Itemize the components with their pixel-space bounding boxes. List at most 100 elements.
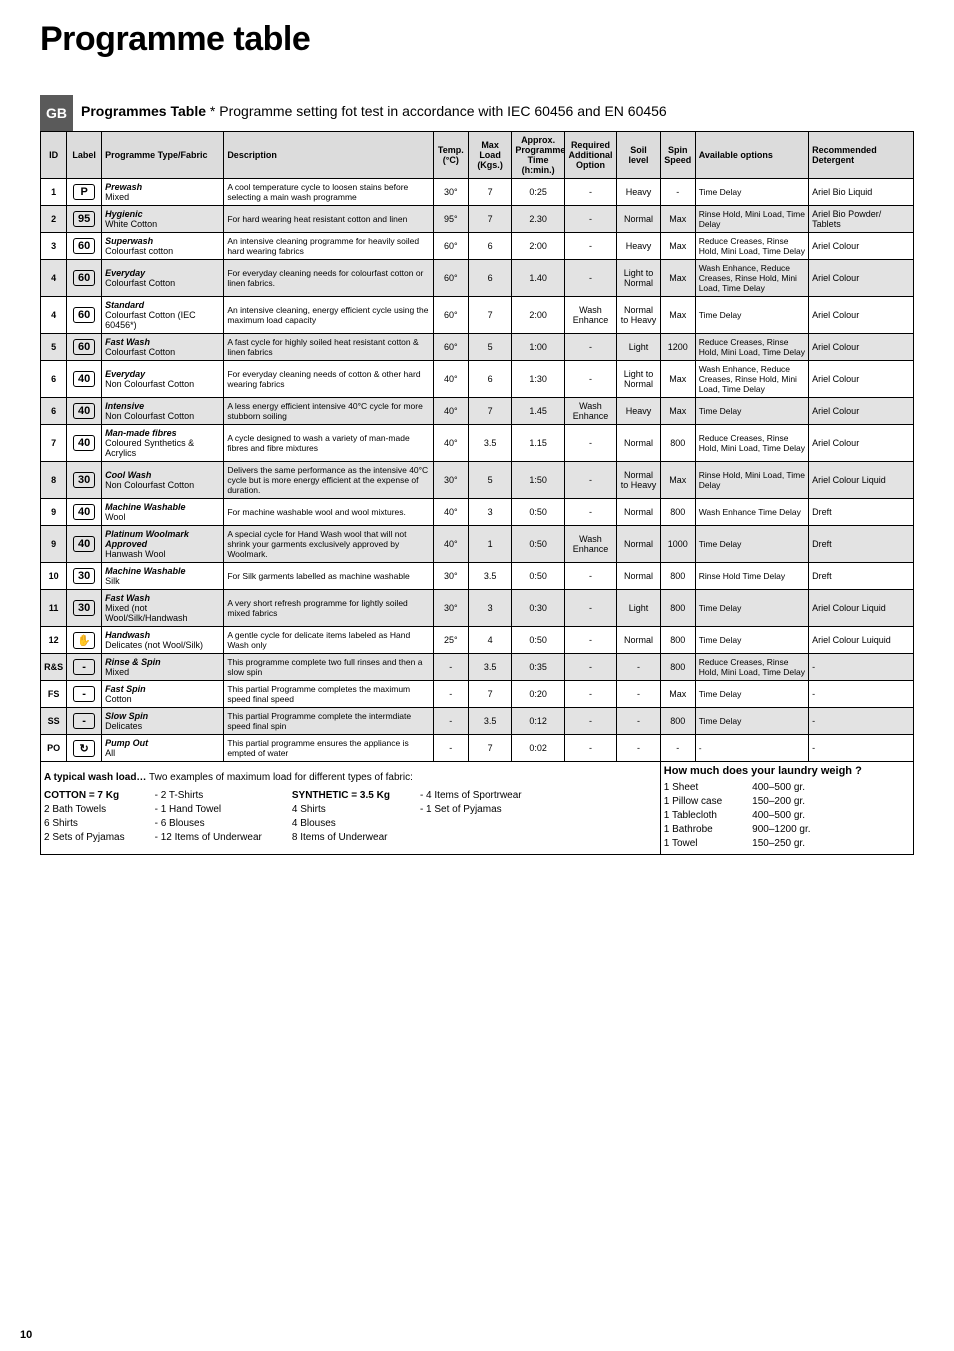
col-type: Programme Type/Fabric xyxy=(102,132,224,179)
cell-label: - xyxy=(67,708,102,735)
cell-type: HygienicWhite Cotton xyxy=(102,206,224,233)
footer-line: 1 Tablecloth xyxy=(664,809,722,823)
table-row: 12✋HandwashDelicates (not Wool/Silk)A ge… xyxy=(41,627,914,654)
footer-lead-rest: Two examples of maximum load for differe… xyxy=(146,772,412,783)
footer-row: A typical wash load… Two examples of max… xyxy=(41,762,914,855)
page-number: 10 xyxy=(20,1329,32,1341)
cell-option: - xyxy=(564,499,616,526)
cell-id: 7 xyxy=(41,425,67,462)
cell-load: 1 xyxy=(468,526,512,563)
cell-option: - xyxy=(564,735,616,762)
cell-id: 10 xyxy=(41,563,67,590)
cell-det: Ariel Colour xyxy=(809,260,914,297)
cell-desc: For Silk garments labelled as machine wa… xyxy=(224,563,434,590)
cell-type: Machine WashableSilk xyxy=(102,563,224,590)
footer-line: 1 Towel xyxy=(664,837,722,851)
cell-soil: Normal xyxy=(617,563,661,590)
cell-id: PO xyxy=(41,735,67,762)
footer-line: 1 Sheet xyxy=(664,781,722,795)
cell-type: Cool WashNon Colourfast Cotton xyxy=(102,462,224,499)
cell-id: FS xyxy=(41,681,67,708)
cell-soil: Light to Normal xyxy=(617,260,661,297)
table-row: 460StandardColourfast Cotton (IEC 60456*… xyxy=(41,297,914,334)
cell-id: 4 xyxy=(41,297,67,334)
cell-load: 6 xyxy=(468,233,512,260)
cell-soil: Normal xyxy=(617,526,661,563)
cell-load: 6 xyxy=(468,361,512,398)
cell-avail: Time Delay xyxy=(695,708,808,735)
cell-option: Wash Enhance xyxy=(564,398,616,425)
cell-time: 1:30 xyxy=(512,361,564,398)
footer-line: 2 Bath Towels xyxy=(44,803,125,817)
cell-det: - xyxy=(809,708,914,735)
cell-load: 7 xyxy=(468,735,512,762)
table-row: 1030Machine WashableSilkFor Silk garment… xyxy=(41,563,914,590)
footer-line: 4 Blouses xyxy=(292,817,390,831)
footer-line: 400–500 gr. xyxy=(752,781,810,795)
footer-line: 2 Sets of Pyjamas xyxy=(44,831,125,845)
cell-time: 0:12 xyxy=(512,708,564,735)
cell-label: 30 xyxy=(67,590,102,627)
footer-line: 6 Shirts xyxy=(44,817,125,831)
footer-question: How much does your laundry weigh ? xyxy=(664,765,910,777)
footer-cotton-extra: - 2 T-Shirts- 1 Hand Towel- 6 Blouses- 1… xyxy=(155,789,262,845)
cell-label: 40 xyxy=(67,526,102,563)
footer-line: 900–1200 gr. xyxy=(752,823,810,837)
cell-det: Ariel Colour Liquid xyxy=(809,590,914,627)
cell-avail: Reduce Creases, Rinse Hold, Mini Load, T… xyxy=(695,233,808,260)
cell-spin: - xyxy=(660,179,695,206)
cell-id: 5 xyxy=(41,334,67,361)
cell-label: 30 xyxy=(67,563,102,590)
cell-label: 60 xyxy=(67,334,102,361)
cell-load: 7 xyxy=(468,681,512,708)
cell-time: 0:35 xyxy=(512,654,564,681)
cell-temp: 60° xyxy=(433,297,468,334)
cell-time: 1.15 xyxy=(512,425,564,462)
cell-desc: For everyday cleaning needs of cotton & … xyxy=(224,361,434,398)
cell-soil: Normal to Heavy xyxy=(617,462,661,499)
cell-type: Fast WashColourfast Cotton xyxy=(102,334,224,361)
cell-time: 0:50 xyxy=(512,526,564,563)
cell-type: SuperwashColourfast cotton xyxy=(102,233,224,260)
cell-temp: 60° xyxy=(433,233,468,260)
footer-cotton-head: COTTON = 7 Kg xyxy=(44,790,119,801)
cell-type: Platinum Woolmark ApprovedHanwash Wool xyxy=(102,526,224,563)
cell-label: ↻ xyxy=(67,735,102,762)
cell-time: 0:50 xyxy=(512,499,564,526)
cell-time: 1:50 xyxy=(512,462,564,499)
cell-det: Ariel Colour Liquid xyxy=(809,462,914,499)
cell-id: 11 xyxy=(41,590,67,627)
cell-option: Wash Enhance xyxy=(564,297,616,334)
table-row: 740Man-made fibresColoured Synthetics & … xyxy=(41,425,914,462)
cell-id: 12 xyxy=(41,627,67,654)
cell-label: 40 xyxy=(67,398,102,425)
footer-line: - 12 Items of Underwear xyxy=(155,831,262,845)
col-temp: Temp. (°C) xyxy=(433,132,468,179)
cell-det: - xyxy=(809,735,914,762)
cell-option: - xyxy=(564,627,616,654)
cell-label: - xyxy=(67,681,102,708)
table-row: 940Platinum Woolmark ApprovedHanwash Woo… xyxy=(41,526,914,563)
cell-desc: An intensive cleaning programme for heav… xyxy=(224,233,434,260)
cell-soil: Light xyxy=(617,590,661,627)
cell-temp: - xyxy=(433,735,468,762)
cell-desc: A fast cycle for highly soiled heat resi… xyxy=(224,334,434,361)
cell-avail: Time Delay xyxy=(695,398,808,425)
cell-avail: Reduce Creases, Rinse Hold, Mini Load, T… xyxy=(695,334,808,361)
cell-option: - xyxy=(564,654,616,681)
cell-soil: Normal xyxy=(617,425,661,462)
cell-det: Ariel Colour xyxy=(809,425,914,462)
col-soil: Soil level xyxy=(617,132,661,179)
cell-temp: 40° xyxy=(433,425,468,462)
cell-time: 0:30 xyxy=(512,590,564,627)
cell-det: Ariel Colour xyxy=(809,233,914,260)
subtitle-row: GB Programmes Table * Programme setting … xyxy=(40,95,914,131)
cell-load: 7 xyxy=(468,398,512,425)
cell-load: 6 xyxy=(468,260,512,297)
cell-spin: 1200 xyxy=(660,334,695,361)
cell-det: Ariel Bio Liquid xyxy=(809,179,914,206)
cell-temp: 40° xyxy=(433,361,468,398)
cell-desc: This programme complete two full rinses … xyxy=(224,654,434,681)
cell-avail: Time Delay xyxy=(695,590,808,627)
cell-type: IntensiveNon Colourfast Cotton xyxy=(102,398,224,425)
